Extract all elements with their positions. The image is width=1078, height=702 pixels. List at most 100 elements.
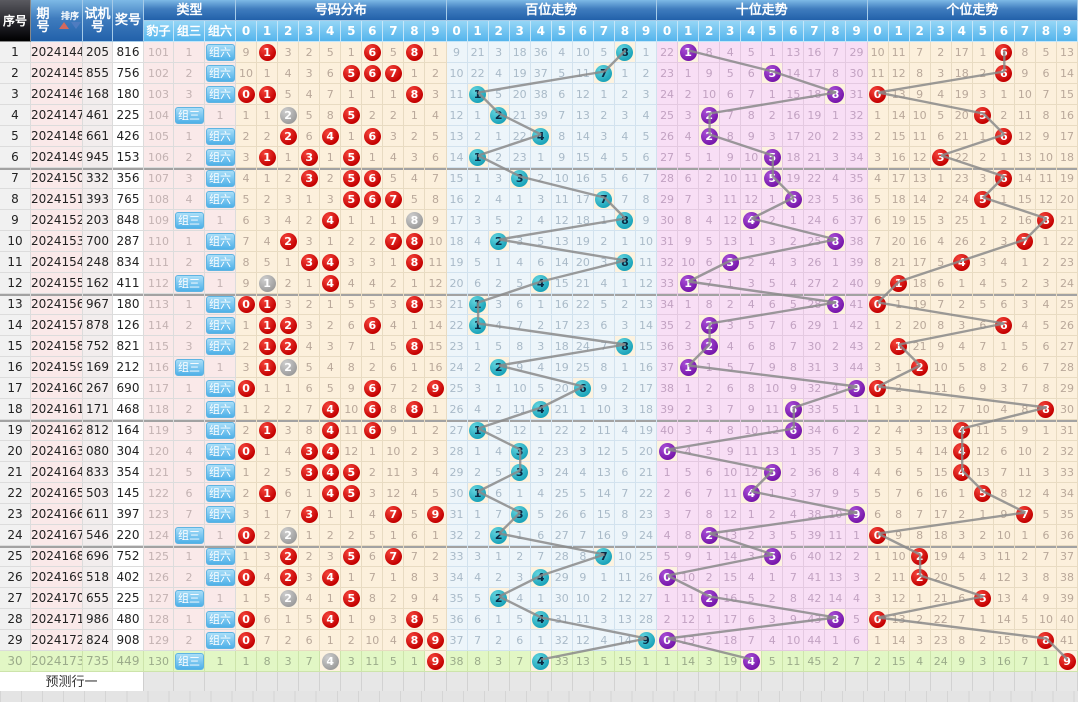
digit-header: 1 bbox=[888, 21, 910, 42]
miss-count-cell: 2 bbox=[383, 588, 405, 609]
zuliu-button[interactable]: 组六 bbox=[205, 547, 235, 565]
trend-cell: 4 bbox=[530, 399, 552, 420]
test-number-cell: 546 bbox=[83, 525, 113, 546]
miss-count-cell: 3 bbox=[825, 147, 847, 168]
zuliu-button[interactable]: 组六 bbox=[205, 631, 235, 649]
period-cell: 2024166 bbox=[31, 504, 83, 525]
zuliu-button[interactable]: 组六 bbox=[205, 421, 235, 439]
zusan-button[interactable]: 组三 bbox=[174, 211, 204, 229]
zuliu-button[interactable]: 组六 bbox=[205, 190, 235, 208]
zuliu-button[interactable]: 组六 bbox=[205, 127, 235, 145]
section-header-3: 个位走势 bbox=[867, 0, 1078, 21]
number-ball: 4 bbox=[321, 127, 339, 145]
miss-count-cell: 6 bbox=[741, 336, 763, 357]
zuliu-button[interactable]: 组六 bbox=[205, 232, 235, 250]
trend-cell: 3 bbox=[509, 462, 531, 483]
zuliu-button[interactable]: 组六 bbox=[205, 85, 235, 103]
miss-count-cell: 5 bbox=[383, 651, 405, 672]
miss-count-cell: 6 bbox=[530, 252, 552, 273]
miss-count-cell: 2 bbox=[509, 546, 531, 567]
miss-count-cell: 15 bbox=[930, 462, 952, 483]
miss-count-cell: 6 bbox=[930, 126, 952, 147]
baozi-cell: 117 bbox=[144, 378, 174, 399]
miss-count-cell: 4 bbox=[930, 231, 952, 252]
miss-count-cell: 8 bbox=[467, 651, 489, 672]
miss-count-cell: 21 bbox=[1056, 210, 1078, 231]
sort-asc-icon[interactable] bbox=[59, 21, 69, 29]
sort-control[interactable]: 排序 bbox=[58, 12, 82, 30]
digit-header: 9 bbox=[425, 21, 447, 42]
number-ball: 4 bbox=[321, 484, 339, 502]
zuliu-button[interactable]: 组六 bbox=[205, 253, 235, 271]
miss-count-cell: 24 bbox=[951, 189, 973, 210]
miss-count-cell: 15 bbox=[425, 336, 447, 357]
number-ball: 2 bbox=[911, 568, 929, 586]
prize-number-cell: 821 bbox=[113, 336, 144, 357]
miss-count-cell: 3 bbox=[867, 588, 889, 609]
zusan-button[interactable]: 组三 bbox=[174, 526, 204, 544]
test-number-cell: 503 bbox=[83, 483, 113, 504]
digit-header: 4 bbox=[741, 21, 763, 42]
zusan-button[interactable]: 组三 bbox=[174, 589, 204, 607]
miss-count-cell: 37 bbox=[446, 630, 468, 651]
sort-desc-icon[interactable] bbox=[71, 21, 81, 29]
miss-count-cell: 1 bbox=[425, 42, 447, 63]
test-number-cell: 986 bbox=[83, 609, 113, 630]
miss-count-cell: 21 bbox=[804, 147, 826, 168]
miss-count-cell: 1 bbox=[383, 252, 405, 273]
miss-count-cell: 10 bbox=[909, 105, 931, 126]
zuliu-button[interactable]: 组六 bbox=[205, 148, 235, 166]
draw-row: 11 2024154 248 834 111 2 组六 8 5 1 3 4 3 3 1 8 11 19 5 1 4 6 14… bbox=[0, 252, 1078, 273]
empty-cell bbox=[383, 672, 405, 693]
zuliu-button[interactable]: 组六 bbox=[205, 442, 235, 460]
zuliu-button[interactable]: 组六 bbox=[205, 169, 235, 187]
miss-count-cell: 12 bbox=[1035, 189, 1057, 210]
number-ball: 1 bbox=[258, 85, 276, 103]
trend-cell: 6 bbox=[572, 378, 594, 399]
number-ball: 4 bbox=[953, 442, 971, 460]
zuliu-button[interactable]: 组六 bbox=[205, 400, 235, 418]
miss-count-cell: 14 bbox=[909, 189, 931, 210]
trend-cell: 5 bbox=[341, 588, 363, 609]
miss-count-cell: 26 bbox=[446, 399, 468, 420]
number-ball: 6 bbox=[995, 316, 1013, 334]
zuliu-button[interactable]: 组六 bbox=[205, 568, 235, 586]
zuliu-button[interactable]: 组六 bbox=[205, 505, 235, 523]
trend-cell: 2 bbox=[909, 567, 931, 588]
zuliu-button[interactable]: 组六 bbox=[205, 610, 235, 628]
zuliu-button[interactable]: 组六 bbox=[205, 295, 235, 313]
zusan-button[interactable]: 组三 bbox=[174, 652, 204, 670]
zuliu-button[interactable]: 组六 bbox=[205, 316, 235, 334]
trend-cell: 2 bbox=[699, 105, 721, 126]
miss-count-cell: 8 bbox=[236, 252, 258, 273]
miss-count-cell: 7 bbox=[593, 336, 615, 357]
zusan-button[interactable]: 组三 bbox=[174, 106, 204, 124]
miss-count-cell: 10 bbox=[509, 378, 531, 399]
zuliu-button[interactable]: 组六 bbox=[205, 337, 235, 355]
miss-count-cell: 9 bbox=[383, 420, 405, 441]
zuliu-button[interactable]: 组六 bbox=[205, 379, 235, 397]
zusan-button[interactable]: 组三 bbox=[174, 274, 204, 292]
draw-row: 18 2024161 171 468 118 2 组六 1 2 2 7 4 10 6 8 8 1 26 4 2 11 4 2… bbox=[0, 399, 1078, 420]
zuliu-button[interactable]: 组六 bbox=[205, 64, 235, 82]
number-ball: 6 bbox=[363, 64, 381, 82]
miss-count-cell: 37 bbox=[804, 483, 826, 504]
empty-cell bbox=[509, 672, 531, 693]
zusan-button[interactable]: 组三 bbox=[174, 358, 204, 376]
miss-count-cell: 4 bbox=[825, 378, 847, 399]
trend-cell: 0 bbox=[236, 567, 258, 588]
miss-count-cell: 18 bbox=[930, 525, 952, 546]
miss-count-cell: 1 bbox=[362, 210, 384, 231]
miss-count-cell: 9 bbox=[909, 84, 931, 105]
subheader-zuliu: 组六 bbox=[205, 21, 237, 42]
miss-count-cell: 7 bbox=[867, 231, 889, 252]
miss-count-cell: 9 bbox=[783, 609, 805, 630]
zuliu-button[interactable]: 组六 bbox=[205, 484, 235, 502]
zuliu-button[interactable]: 组六 bbox=[205, 43, 235, 61]
miss-count-cell: 5 bbox=[867, 189, 889, 210]
digit-header: 9 bbox=[846, 21, 868, 42]
column-header-seq: 序号 bbox=[0, 0, 31, 42]
trend-cell: 2 bbox=[278, 315, 300, 336]
zuliu-button[interactable]: 组六 bbox=[205, 463, 235, 481]
